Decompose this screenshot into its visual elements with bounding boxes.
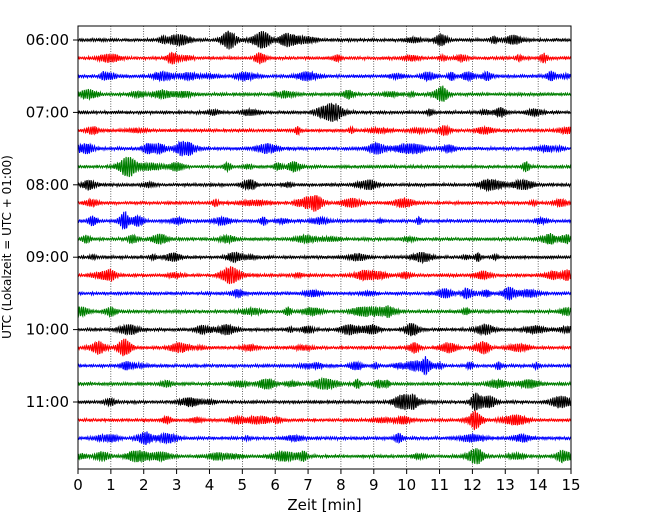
x-tick-label: 0 (73, 476, 83, 494)
trace-0830 (77, 211, 572, 231)
x-tick-label: 12 (463, 476, 482, 494)
trace-1045 (77, 376, 572, 391)
y-tick-label: 06:00 (26, 31, 69, 49)
trace-1145 (77, 447, 572, 465)
x-tick-label: 8 (336, 476, 346, 494)
trace-0715 (77, 124, 572, 137)
y-axis-label: UTC (Lokalzeit = UTC + 01:00) (0, 155, 14, 339)
x-tick-label: 4 (205, 476, 215, 494)
x-tick-label: 11 (430, 476, 449, 494)
trace-0800 (77, 178, 572, 193)
x-tick-label: 1 (106, 476, 116, 494)
trace-0915 (77, 266, 572, 285)
seismic-traces (77, 30, 572, 465)
x-tick-label: 9 (369, 476, 379, 494)
y-tick-label: 09:00 (26, 248, 69, 266)
x-tick-label: 2 (139, 476, 149, 494)
y-tick-label: 10:00 (26, 321, 69, 339)
trace-0645 (77, 85, 572, 102)
x-tick-label: 5 (238, 476, 248, 494)
trace-0730 (77, 140, 572, 157)
x-tick-label: 6 (270, 476, 280, 494)
trace-1130 (77, 431, 572, 446)
x-tick-label: 14 (529, 476, 548, 494)
trace-0630 (77, 70, 572, 83)
trace-1000 (77, 323, 572, 337)
y-tick-label: 08:00 (26, 176, 69, 194)
y-axis-ticks: 06:00 07:00 08:00 09:00 10:00 11:00 (26, 31, 78, 411)
x-tick-label: 3 (172, 476, 182, 494)
trace-1015 (77, 338, 572, 357)
trace-1115 (77, 410, 572, 431)
trace-0745 (77, 156, 572, 178)
x-tick-label: 13 (496, 476, 515, 494)
plot-background (78, 26, 571, 469)
trace-0900 (77, 251, 572, 265)
trace-0615 (77, 51, 572, 65)
trace-1100 (77, 392, 572, 411)
trace-0700 (77, 102, 572, 122)
x-axis-label: Zeit [min] (287, 496, 361, 514)
y-tick-label: 11:00 (26, 393, 69, 411)
trace-0815 (77, 194, 572, 212)
x-tick-label: 7 (303, 476, 313, 494)
trace-0600 (77, 30, 572, 50)
x-tick-label: 15 (561, 476, 580, 494)
x-axis-ticks: 0 1 2 3 4 5 6 7 8 9 10 11 12 13 14 15 (73, 469, 581, 494)
y-tick-label: 07:00 (26, 103, 69, 121)
trace-0845 (77, 232, 572, 246)
trace-1030 (77, 356, 572, 376)
x-tick-label: 10 (397, 476, 416, 494)
plot-frame (77, 25, 572, 470)
trace-0945 (77, 305, 572, 319)
trace-0930 (77, 286, 572, 301)
